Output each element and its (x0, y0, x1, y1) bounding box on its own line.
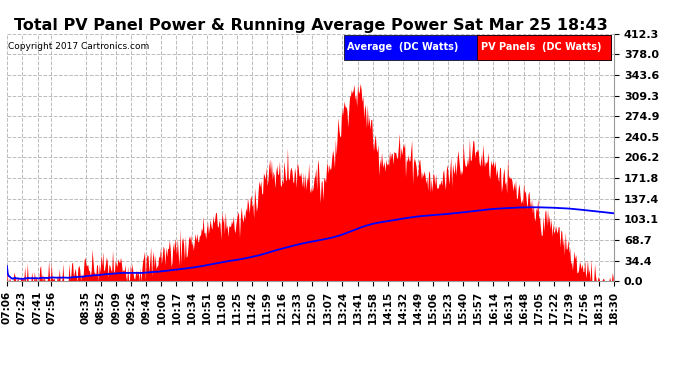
Text: PV Panels  (DC Watts): PV Panels (DC Watts) (480, 42, 601, 52)
Text: Copyright 2017 Cartronics.com: Copyright 2017 Cartronics.com (8, 42, 149, 51)
FancyBboxPatch shape (477, 35, 611, 60)
Text: Average  (DC Watts): Average (DC Watts) (347, 42, 458, 52)
FancyBboxPatch shape (344, 35, 611, 60)
Title: Total PV Panel Power & Running Average Power Sat Mar 25 18:43: Total PV Panel Power & Running Average P… (14, 18, 607, 33)
